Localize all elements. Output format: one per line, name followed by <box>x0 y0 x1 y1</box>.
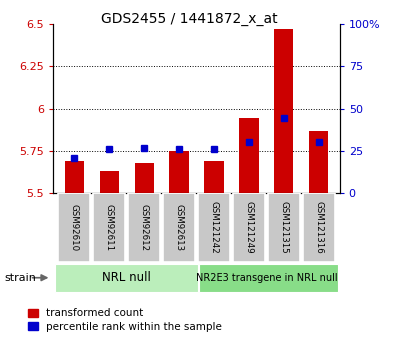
Bar <box>204 161 224 193</box>
Bar <box>233 193 265 262</box>
Bar <box>169 151 189 193</box>
Legend: transformed count, percentile rank within the sample: transformed count, percentile rank withi… <box>28 308 222 332</box>
Text: GSM121242: GSM121242 <box>209 201 218 254</box>
Text: GDS2455 / 1441872_x_at: GDS2455 / 1441872_x_at <box>101 12 278 26</box>
Bar <box>163 193 195 262</box>
Bar <box>58 193 90 262</box>
Bar <box>198 193 230 262</box>
Bar <box>135 163 154 193</box>
Text: GSM121316: GSM121316 <box>314 201 323 254</box>
Bar <box>274 29 293 193</box>
Bar <box>100 171 119 193</box>
Bar <box>309 131 328 193</box>
Bar <box>239 118 258 193</box>
Bar <box>199 264 338 292</box>
Bar <box>55 264 198 292</box>
Bar <box>303 193 335 262</box>
Text: GSM92611: GSM92611 <box>105 204 114 251</box>
Bar <box>93 193 125 262</box>
Text: GSM92610: GSM92610 <box>70 204 79 251</box>
Bar <box>65 161 84 193</box>
Text: GSM121249: GSM121249 <box>245 201 254 254</box>
Bar <box>128 193 160 262</box>
Text: GSM92612: GSM92612 <box>139 204 149 251</box>
Bar <box>268 193 300 262</box>
Text: GSM92613: GSM92613 <box>175 204 184 251</box>
Text: NR2E3 transgene in NRL null: NR2E3 transgene in NRL null <box>196 273 337 283</box>
Text: GSM121315: GSM121315 <box>279 201 288 254</box>
Text: strain: strain <box>4 273 36 283</box>
Text: NRL null: NRL null <box>102 271 151 284</box>
